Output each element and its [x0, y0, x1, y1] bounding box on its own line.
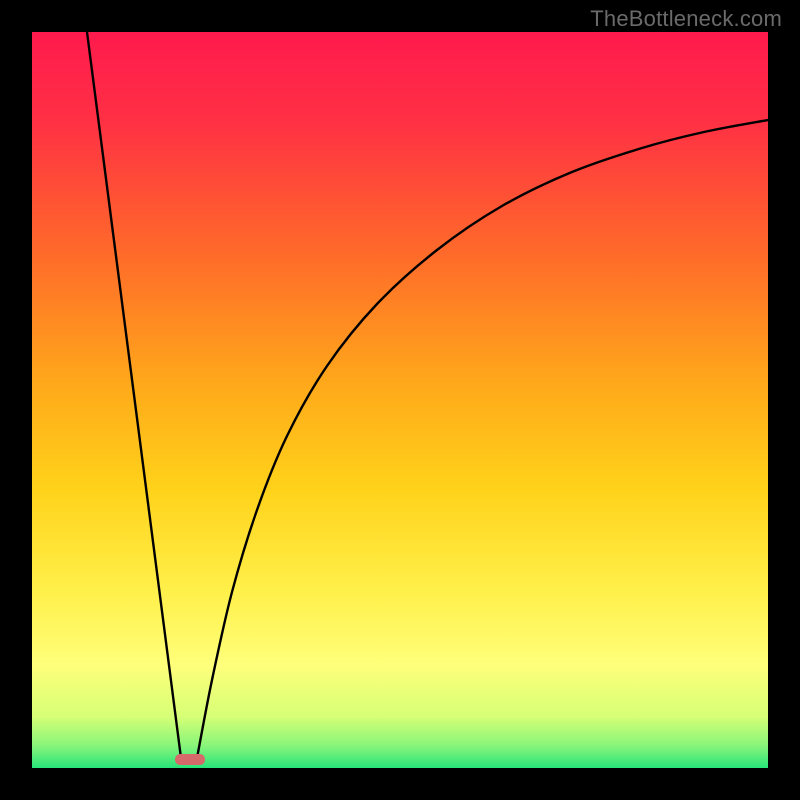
- optimum-marker: [175, 754, 205, 765]
- chart-frame: TheBottleneck.com: [0, 0, 800, 800]
- plot-area: [32, 32, 768, 768]
- watermark-label: TheBottleneck.com: [590, 6, 782, 32]
- bottleneck-chart: [32, 32, 768, 768]
